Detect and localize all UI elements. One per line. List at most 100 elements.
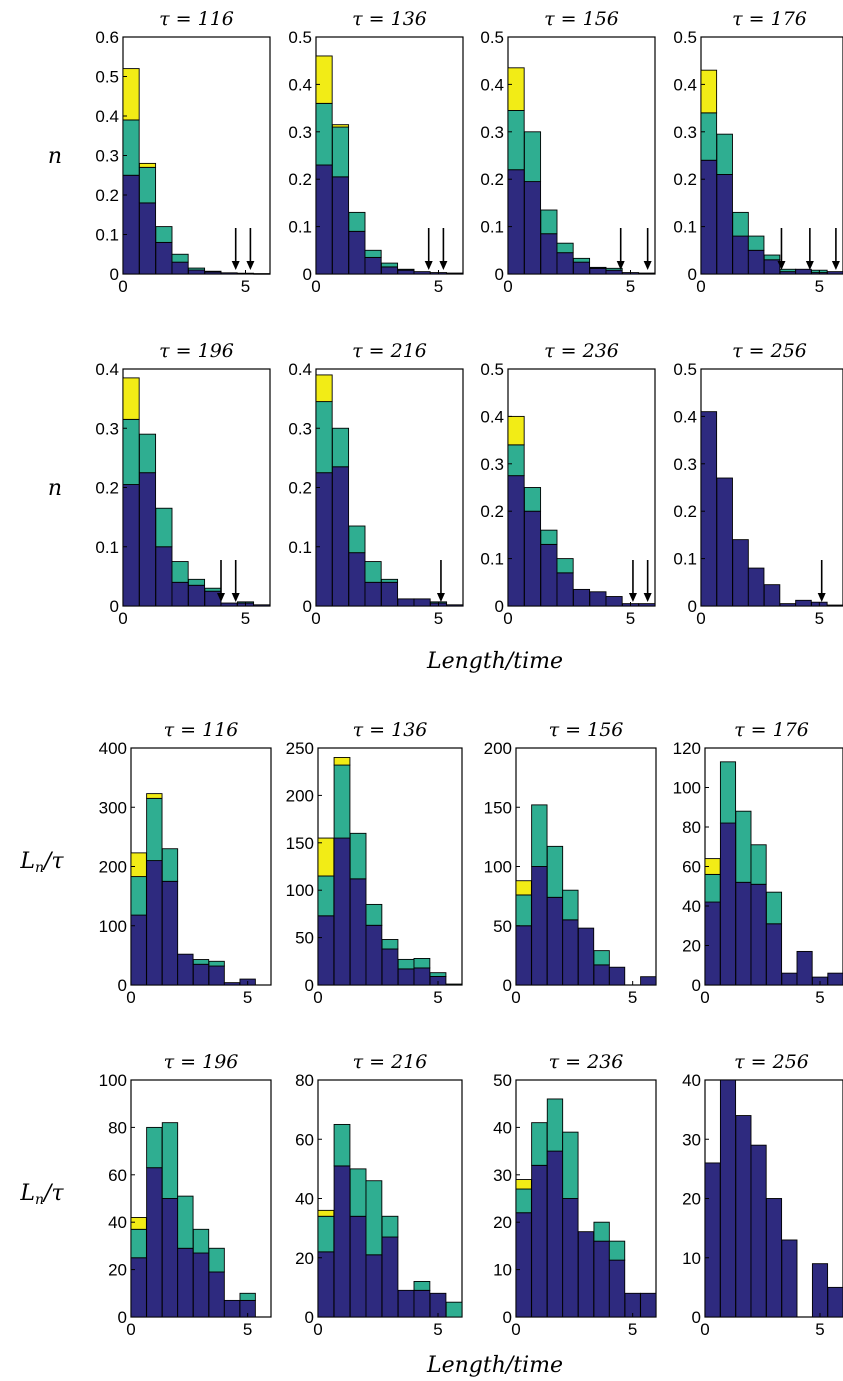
y-tick-label: 0.3: [673, 123, 697, 142]
bar-segment: [317, 915, 335, 986]
bar-segment: [380, 266, 399, 275]
x-tick-label: 5: [434, 609, 443, 628]
y-tick-label: 0: [495, 597, 504, 616]
panel-title: τ = 136: [353, 719, 428, 741]
bar-segment: [826, 271, 843, 275]
y-tick-label: 0.3: [95, 419, 119, 438]
panel-title: τ = 116: [159, 8, 234, 30]
arrow-head: [439, 261, 448, 270]
bar-segment: [562, 889, 579, 921]
bar-segment: [364, 561, 382, 583]
bar-segment: [155, 546, 173, 607]
bar-segment: [348, 552, 366, 607]
bar-segment: [700, 69, 718, 114]
x-tick-label: 0: [511, 1320, 520, 1339]
arrow-head: [805, 261, 814, 270]
histogram-panel-3: 0 0.1 0.2 0.3 0.4 0.5 0 5 τ = 156: [480, 8, 656, 296]
bar-segment: [239, 1292, 256, 1301]
bar-segment: [719, 761, 737, 824]
bar-segment: [220, 272, 238, 275]
bar-segment: [593, 950, 610, 966]
bar-segment: [204, 587, 222, 592]
y-tick-label: 0.4: [480, 75, 504, 94]
bar-segment: [763, 584, 781, 607]
bar-segment: [605, 269, 623, 275]
x-tick-label: 0: [696, 277, 705, 296]
y-tick-label: 0.2: [673, 170, 697, 189]
bar-segment: [138, 162, 157, 168]
bar-segment: [765, 923, 783, 986]
y-tick-label: 0.1: [673, 550, 697, 569]
bar-segment: [155, 507, 173, 548]
bar-segment: [593, 1240, 610, 1318]
bar-segment: [331, 466, 350, 607]
histogram-panel-9: 0 100 200 300 400 0 5 τ = 116: [99, 719, 272, 1007]
bar-segment: [429, 972, 447, 977]
bar-segment: [349, 832, 367, 880]
bar-segment: [608, 1259, 626, 1318]
bar-segment: [507, 475, 525, 607]
bar-segment: [122, 174, 140, 275]
y-tick-label: 100: [673, 779, 701, 798]
bar-segment: [531, 1122, 548, 1166]
bar-segment: [562, 1131, 579, 1199]
bar-segment: [531, 804, 548, 867]
bar-segment: [317, 875, 335, 917]
bar-segment: [381, 948, 399, 986]
bar-segment: [331, 176, 350, 275]
bar-segment: [523, 510, 542, 607]
panel-title: τ = 236: [544, 340, 619, 362]
x-tick-label: 0: [503, 609, 512, 628]
panel-title: τ = 136: [352, 8, 427, 30]
x-tick-label: 0: [313, 988, 322, 1007]
y-tick-label: 0.2: [480, 502, 504, 521]
bar-segment: [605, 267, 623, 271]
x-tick-label: 5: [241, 277, 250, 296]
y-tick-label: 0: [692, 976, 701, 995]
row-ylabel: Ln/τ: [19, 1181, 64, 1208]
x-tick-label: 5: [628, 1320, 637, 1339]
x-tick-label: 5: [433, 988, 442, 1007]
y-tick-label: 0.2: [95, 479, 119, 498]
bar-segment: [556, 242, 574, 254]
panel-title: τ = 216: [352, 340, 427, 362]
bar-segment: [161, 1122, 179, 1199]
bar-segment: [380, 581, 399, 607]
bar-segment: [192, 1252, 210, 1318]
arrow-head: [424, 261, 433, 270]
bar-segment: [446, 272, 464, 275]
bar-segment: [716, 174, 733, 275]
bar-segment: [640, 1292, 657, 1318]
bar-segment: [540, 209, 558, 235]
y-tick-label: 40: [295, 1190, 314, 1209]
bar-segment: [122, 68, 140, 121]
bar-segment: [507, 415, 525, 446]
bar-segment: [171, 253, 189, 263]
bar-segment: [397, 268, 415, 271]
bar-segment: [732, 211, 749, 237]
bar-segment: [348, 230, 366, 275]
bar-segment: [317, 1209, 335, 1217]
y-tick-label: 80: [108, 1118, 127, 1137]
bar-segment: [208, 960, 225, 967]
bar-segment: [763, 259, 781, 275]
y-tick-label: 80: [682, 818, 701, 837]
y-tick-label: 0.5: [673, 28, 697, 47]
arrow-head: [628, 593, 637, 602]
y-tick-label: 0: [110, 597, 119, 616]
bar-segment: [795, 268, 812, 275]
y-tick-label: 30: [682, 1130, 701, 1149]
bar-segment: [523, 487, 542, 512]
panel-title: τ = 156: [549, 719, 624, 741]
bar-segment: [507, 444, 525, 477]
y-tick-label: 0: [303, 265, 312, 284]
bar-segment: [130, 1217, 147, 1230]
bar-segment: [315, 472, 333, 607]
bar-segment: [171, 561, 189, 583]
bar-segment: [348, 211, 366, 232]
y-tick-label: 100: [99, 917, 127, 936]
y-tick-label: 50: [295, 929, 314, 948]
bar-segment: [333, 837, 351, 986]
bar-segment: [177, 1247, 194, 1318]
bar-segment: [507, 110, 525, 171]
